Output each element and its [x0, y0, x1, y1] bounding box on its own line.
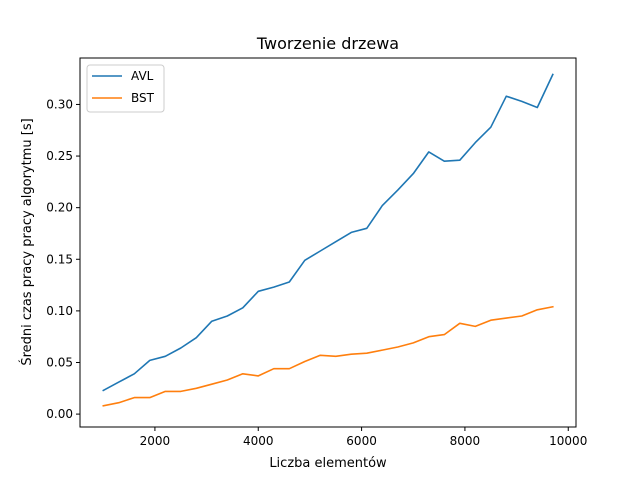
y-tick-label: 0.00 — [46, 407, 73, 421]
series-line-bst — [102, 305, 554, 407]
plot-lines — [102, 73, 554, 407]
y-tick-label: 0.25 — [46, 149, 73, 163]
plot-frame — [79, 57, 577, 428]
legend-label-bst: BST — [131, 91, 155, 105]
series-line-avl — [102, 73, 554, 392]
y-tick-label: 0.10 — [46, 304, 73, 318]
y-tick-label: 0.30 — [46, 97, 73, 111]
x-tick-label: 2000 — [140, 434, 171, 448]
legend: AVL BST — [86, 64, 165, 113]
x-axis-label: Liczba elementów — [269, 456, 387, 471]
y-tick-label: 0.20 — [46, 201, 73, 215]
x-tick-label: 10000 — [549, 434, 587, 448]
x-tick-label: 6000 — [346, 434, 377, 448]
y-axis-label: Średni czas pracy pracy algorytmu [s] — [19, 118, 35, 365]
y-tick-label: 0.05 — [46, 355, 73, 369]
y-axis-ticks: 0.00 0.05 0.10 0.15 0.20 0.25 0.30 — [46, 97, 80, 421]
legend-label-avl: AVL — [131, 69, 154, 83]
x-tick-label: 8000 — [450, 434, 481, 448]
chart-title: Tworzenie drzewa — [256, 34, 399, 53]
x-tick-label: 4000 — [243, 434, 274, 448]
y-tick-label: 0.15 — [46, 252, 73, 266]
x-axis-ticks: 2000 4000 6000 8000 10000 — [140, 427, 587, 448]
